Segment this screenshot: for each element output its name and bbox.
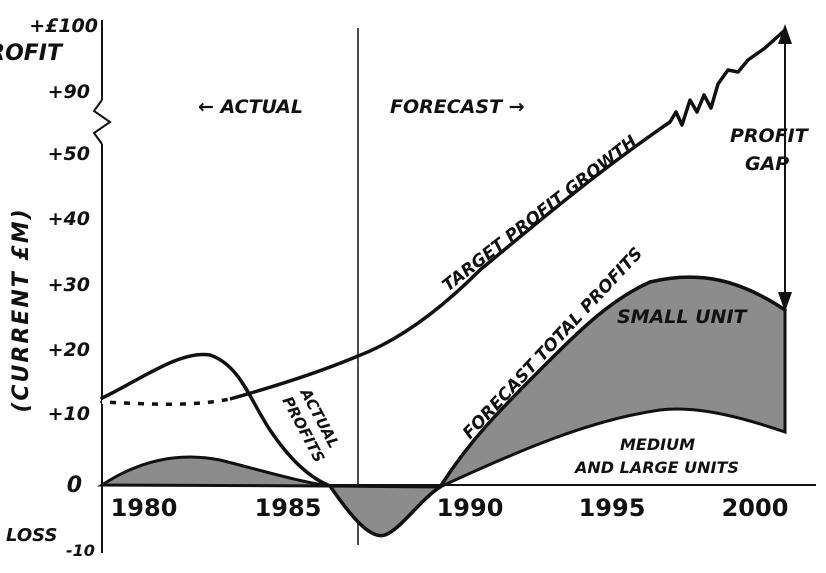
y-tick-label: +20 <box>48 339 90 361</box>
x-ticks: 1980 1985 1990 1995 2000 <box>111 494 789 522</box>
x-tick-label: 2000 <box>722 494 789 522</box>
small-unit-label: SMALL UNIT <box>617 306 749 328</box>
y-bottom-label: LOSS <box>6 525 57 546</box>
y-tick-label: +40 <box>48 208 90 230</box>
medium-large-label-2: AND LARGE UNITS <box>573 458 739 477</box>
x-tick-label: 1980 <box>111 494 178 522</box>
y-tick-label: +90 <box>48 81 90 103</box>
y-tick-label: +30 <box>48 274 90 296</box>
y-axis-break <box>92 99 112 145</box>
actual-profits-line <box>100 352 442 538</box>
profit-gap-label-1: PROFIT <box>730 125 810 147</box>
y-tick-label: +50 <box>48 143 90 165</box>
y-axis-title: (CURRENT £M) <box>9 207 34 412</box>
x-tick-label: 1990 <box>437 494 504 522</box>
period-actual-label: ← ACTUAL <box>198 96 303 118</box>
profit-gap-label-2: GAP <box>745 153 789 175</box>
forecast-total-profits-line <box>438 275 787 489</box>
target-dashed-segment <box>101 397 231 407</box>
y-tick-label: -10 <box>66 541 95 560</box>
y-ticks: +£100 PROFIT +90 +50 +40 +30 +20 +10 0 L… <box>0 15 98 560</box>
profit-gap-arrow <box>778 24 792 312</box>
y-tick-label: +10 <box>48 403 90 425</box>
y-top-sublabel: PROFIT <box>0 41 64 66</box>
y-tick-label: 0 <box>67 473 82 498</box>
medium-large-area-early <box>97 455 331 488</box>
medium-large-label-1: MEDIUM <box>620 435 695 454</box>
x-tick-label: 1985 <box>255 494 322 522</box>
x-tick-label: 1995 <box>579 494 646 522</box>
period-forecast-label: FORECAST → <box>390 96 525 118</box>
y-top-label: +£100 <box>29 15 98 37</box>
